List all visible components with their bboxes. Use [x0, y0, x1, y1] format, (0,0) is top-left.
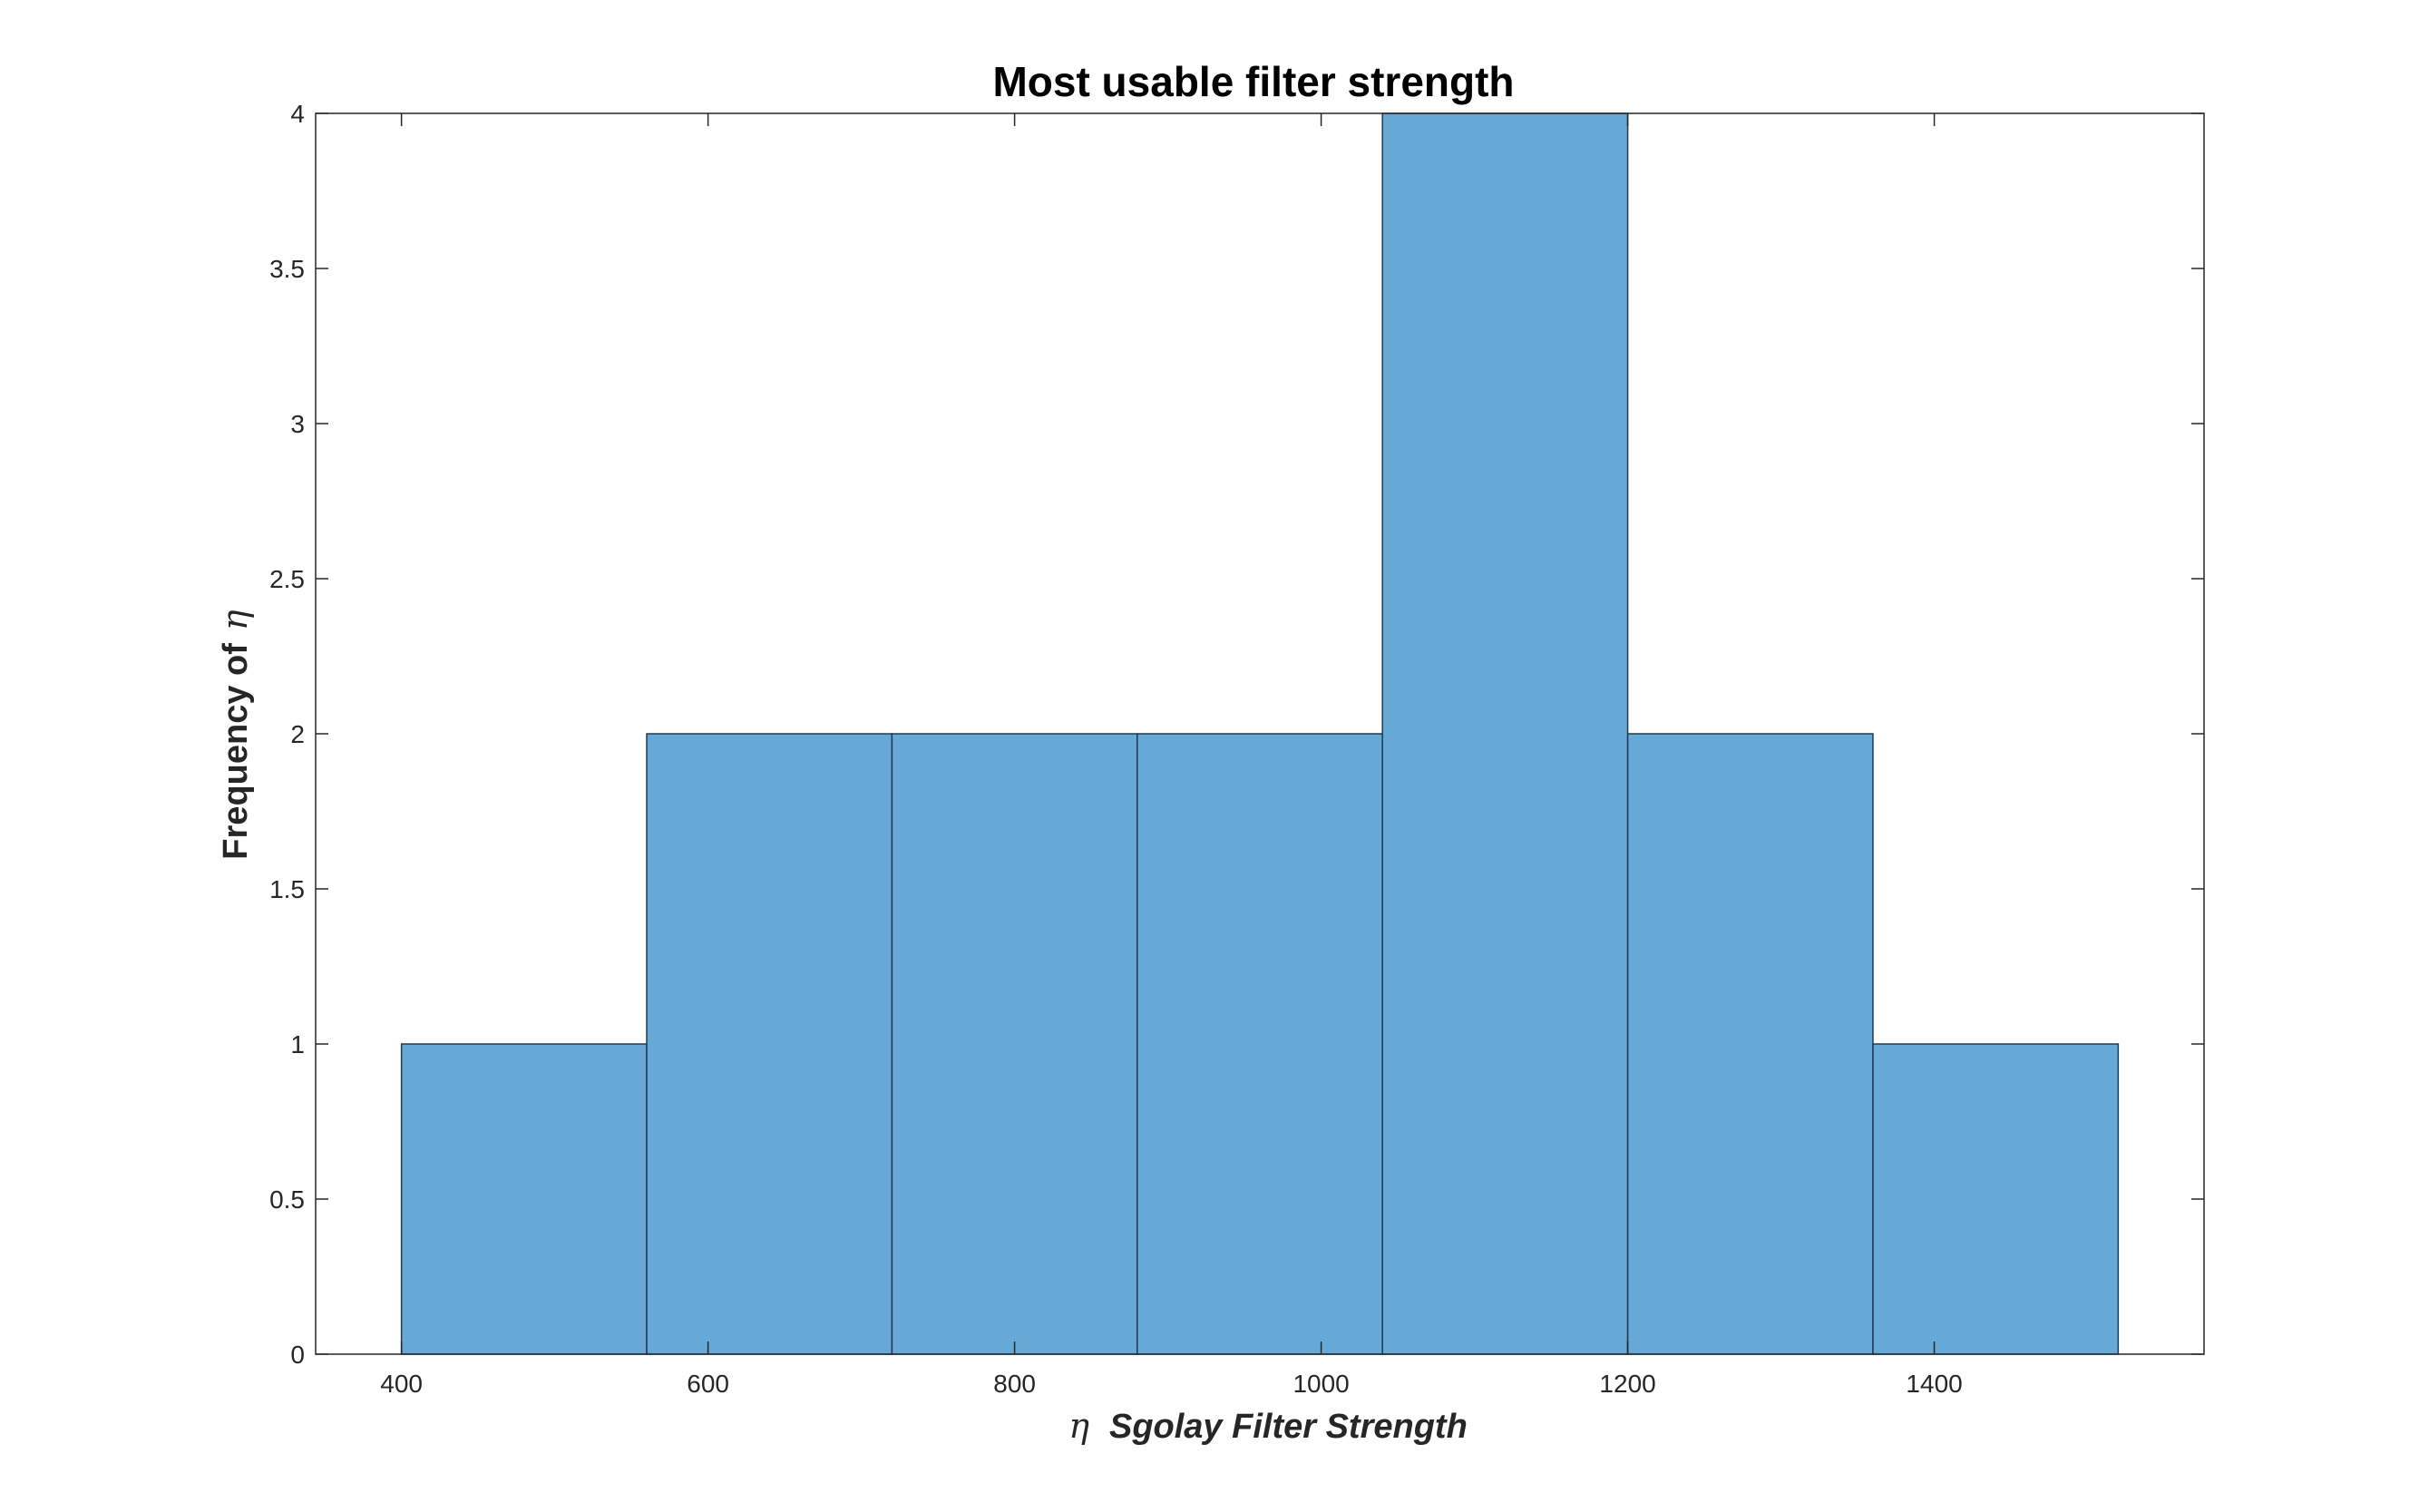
y-tick-label: 1.5	[269, 875, 305, 903]
x-axis-label-text: Sgolay Filter Strength	[1109, 1408, 1468, 1446]
histogram-bar-3	[891, 733, 1138, 1355]
y-tick-label: 3	[290, 410, 305, 438]
y-axis-label-text: Frequency of	[217, 643, 255, 860]
y-tick-label: 2	[290, 720, 305, 748]
y-tick-label: 1	[290, 1030, 305, 1058]
histogram-bar-2	[646, 733, 893, 1355]
x-axis-label: η Sgolay Filter Strength	[1068, 1406, 1468, 1446]
y-tick-label: 4	[290, 100, 305, 128]
histogram-bar-4	[1136, 733, 1383, 1355]
histogram-bar-7	[1872, 1043, 2120, 1355]
x-tick-label: 1200	[1599, 1370, 1655, 1398]
histogram-bar-5	[1381, 112, 1629, 1355]
chart-title: Most usable filter strength	[992, 58, 1514, 105]
histogram-bar-6	[1626, 733, 1874, 1355]
axes-group: 400 600 800 1000 1200 1400 0 0.5 1 1.5 2 2.5 3 3.5 4	[269, 100, 2205, 1398]
x-tick-label: 600	[687, 1370, 729, 1398]
x-tick-label: 800	[993, 1370, 1036, 1398]
x-tick-label: 1400	[1906, 1370, 1962, 1398]
x-axis-label-symbol: η	[1068, 1406, 1089, 1446]
bars-group	[400, 112, 2120, 1355]
y-tick-label: 0.5	[269, 1185, 305, 1214]
x-tick-label: 400	[380, 1370, 423, 1398]
y-tick-label: 0	[290, 1341, 305, 1369]
y-tick-label: 3.5	[269, 255, 305, 283]
y-axis-label-symbol: η	[215, 610, 255, 630]
histogram-bar-1	[400, 1043, 648, 1355]
x-tick-label: 1000	[1292, 1370, 1349, 1398]
y-axis-label: Frequency of η	[215, 610, 255, 860]
y-tick-label: 2.5	[269, 565, 305, 593]
